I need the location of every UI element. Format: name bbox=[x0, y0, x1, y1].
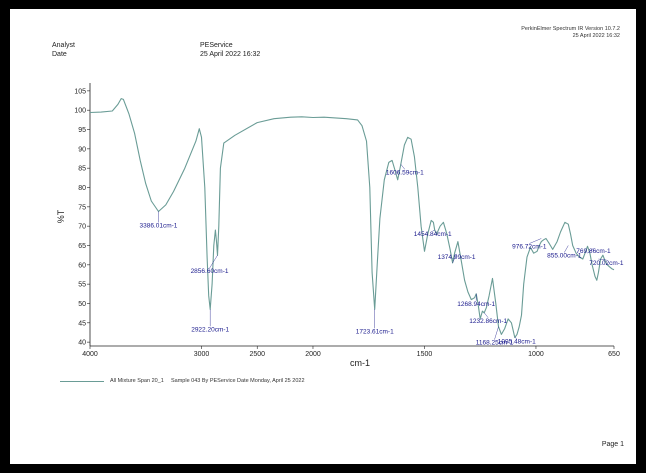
y-tick-label: 100 bbox=[74, 108, 86, 115]
x-tick-label: 1500 bbox=[417, 351, 433, 358]
peak-label: 1232.86cm-1 bbox=[469, 318, 507, 325]
peak-leader-line bbox=[564, 245, 569, 253]
software-date: 25 April 2022 16:32 bbox=[572, 33, 620, 39]
peak-label: 769.86cm-1 bbox=[576, 248, 611, 255]
analyst-value: PEService bbox=[200, 42, 233, 49]
peak-label: 1723.61cm-1 bbox=[356, 328, 394, 335]
y-tick-label: 45 bbox=[78, 320, 86, 327]
x-tick-label: 2500 bbox=[249, 351, 265, 358]
peak-leader-line bbox=[452, 253, 457, 263]
peak-leader-line bbox=[529, 238, 542, 244]
peak-label: 1606.59cm-1 bbox=[386, 169, 424, 176]
peak-label: 1454.84cm-1 bbox=[414, 231, 452, 238]
y-tick-label: 60 bbox=[78, 262, 86, 269]
legend-series-name: All Mixture Span 20_1 bbox=[110, 378, 164, 384]
y-tick-label: 90 bbox=[78, 146, 86, 153]
peak-label: 1268.94cm-1 bbox=[457, 301, 495, 308]
peak-label: 720.02cm-1 bbox=[589, 260, 624, 267]
y-tick-label: 70 bbox=[78, 224, 86, 231]
y-tick-label: 65 bbox=[78, 243, 86, 250]
legend-description: Sample 043 By PEService Date Monday, Apr… bbox=[171, 378, 305, 384]
y-axis-label: %T bbox=[56, 209, 66, 223]
y-tick-label: 40 bbox=[78, 340, 86, 347]
peak-label: 2856.60cm-1 bbox=[191, 268, 229, 275]
peak-label: 1095.48cm-1 bbox=[498, 338, 536, 345]
x-tick-label: 4000 bbox=[82, 351, 98, 358]
y-tick-label: 80 bbox=[78, 185, 86, 192]
x-tick-label: 2000 bbox=[305, 351, 321, 358]
peak-label: 3386.01cm-1 bbox=[139, 222, 177, 229]
report-page: Analyst Date PEService 25 April 2022 16:… bbox=[10, 9, 636, 464]
y-tick-label: 95 bbox=[78, 127, 86, 134]
legend-swatch bbox=[60, 381, 104, 382]
y-tick-label: 75 bbox=[78, 204, 86, 211]
peak-leader-line bbox=[598, 258, 607, 261]
date-label: Date bbox=[52, 51, 67, 58]
y-tick-label: 105 bbox=[74, 88, 86, 95]
peak-label: 2922.20cm-1 bbox=[191, 326, 229, 333]
software-version: PerkinElmer Spectrum IR Version 10.7.2 bbox=[521, 26, 620, 32]
y-tick-label: 55 bbox=[78, 282, 86, 289]
peak-leader-line bbox=[514, 337, 517, 339]
peak-leader-line bbox=[432, 229, 435, 232]
ir-spectrum-chart: 40 45 50 55 60 65 70 75 80 85 90 95 100 105 4000 3000 25… bbox=[56, 83, 624, 368]
x-tick-label: 650 bbox=[608, 351, 620, 358]
peak-leader-line bbox=[484, 312, 489, 318]
y-tick-label: 50 bbox=[78, 301, 86, 308]
peak-label: 976.72cm-1 bbox=[512, 244, 547, 251]
peak-leader-line bbox=[209, 255, 218, 269]
analyst-label: Analyst bbox=[52, 42, 75, 49]
peak-label: 855.00cm-1 bbox=[547, 252, 582, 259]
peak-label: 1374.99cm-1 bbox=[438, 254, 476, 261]
x-tick-label: 3000 bbox=[194, 351, 210, 358]
spectrum-line bbox=[89, 98, 615, 339]
peak-leader-line bbox=[400, 164, 405, 170]
peak-leader-line bbox=[494, 326, 499, 340]
x-axis-label: cm-1 bbox=[350, 358, 370, 368]
x-tick-label: 1000 bbox=[528, 351, 544, 358]
peak-label: 1168.25cm-1 bbox=[476, 340, 514, 347]
y-tick-label: 85 bbox=[78, 166, 86, 173]
date-value: 25 April 2022 16:32 bbox=[200, 51, 261, 58]
page-number: Page 1 bbox=[601, 441, 624, 448]
peak-leader-line bbox=[587, 248, 594, 254]
